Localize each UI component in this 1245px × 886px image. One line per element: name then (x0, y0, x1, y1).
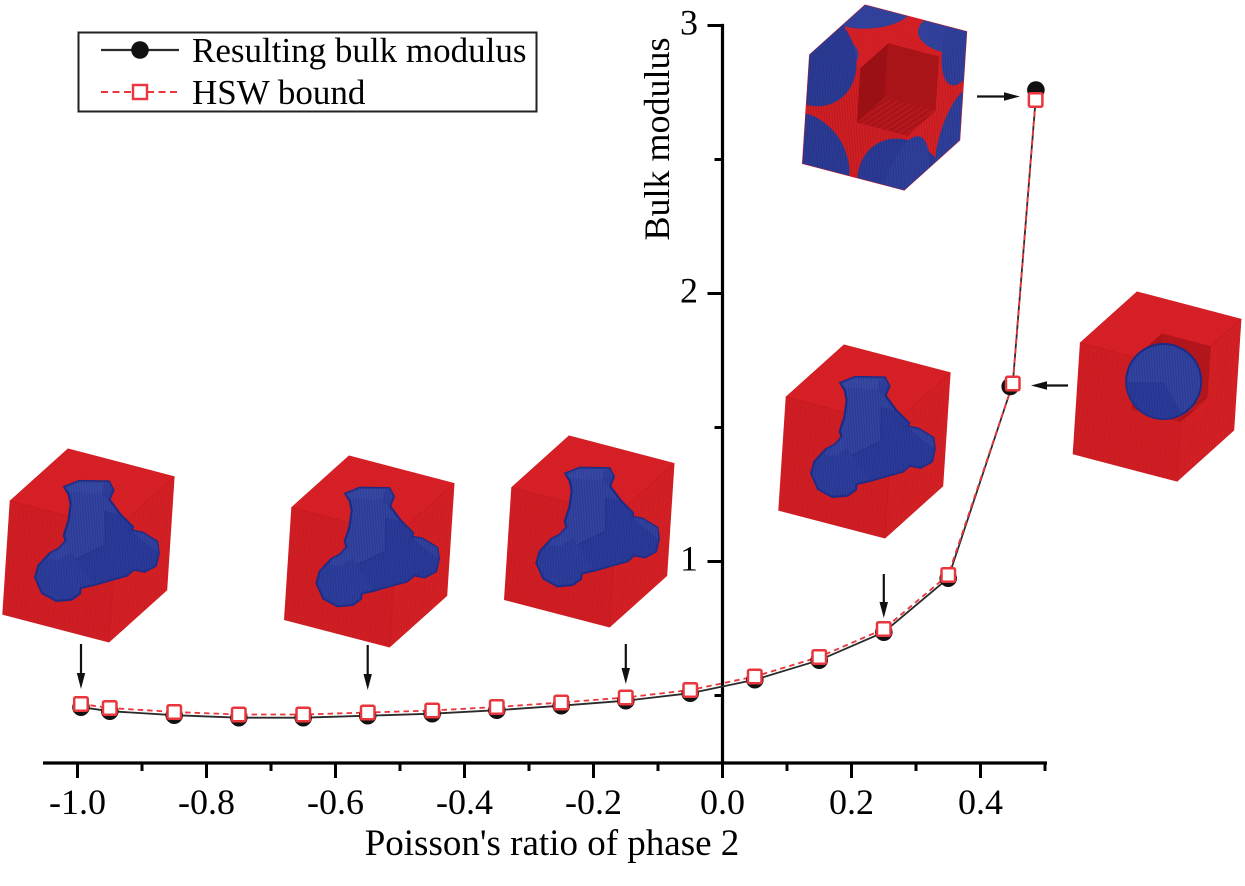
svg-text:-0.4: -0.4 (436, 782, 493, 822)
svg-text:-0.6: -0.6 (307, 782, 364, 822)
svg-text:-1.0: -1.0 (49, 782, 106, 822)
svg-text:Poisson's ratio of phase 2: Poisson's ratio of phase 2 (365, 823, 740, 864)
svg-text:-0.2: -0.2 (565, 782, 622, 822)
svg-text:0.0: 0.0 (700, 782, 745, 822)
svg-text:1: 1 (680, 539, 698, 579)
svg-text:0.4: 0.4 (958, 782, 1003, 822)
svg-text:Resulting bulk modulus: Resulting bulk modulus (192, 31, 526, 70)
svg-text:3: 3 (680, 3, 698, 43)
svg-text:HSW bound: HSW bound (192, 73, 366, 112)
svg-text:Bulk modulus: Bulk modulus (637, 37, 677, 240)
svg-text:2: 2 (680, 271, 698, 311)
svg-text:0.2: 0.2 (829, 782, 874, 822)
svg-text:-0.8: -0.8 (178, 782, 235, 822)
